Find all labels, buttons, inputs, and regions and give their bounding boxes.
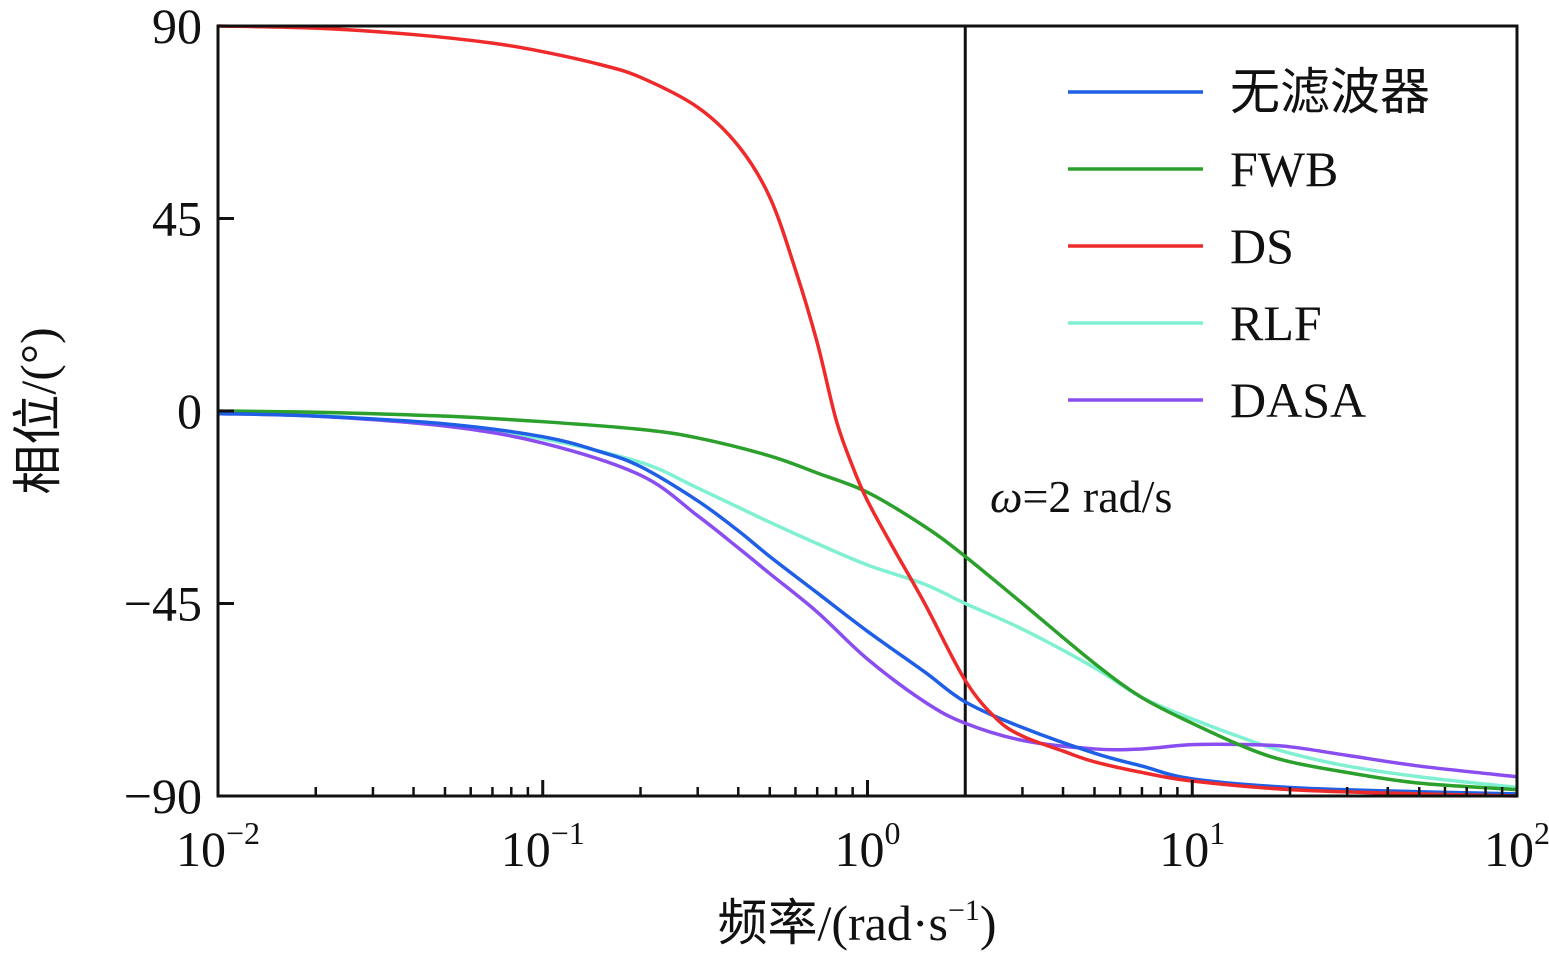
x-axis-label: 频率/(rad·s−1) (717, 894, 996, 951)
x-tick-exponent: 2 (1534, 815, 1549, 851)
tick-layer (216, 24, 1519, 798)
legend-label: 无滤波器 (1230, 64, 1430, 120)
series-layer (217, 24, 1518, 798)
x-tick-label: 100 (835, 815, 901, 877)
series-line (217, 411, 1518, 796)
x-tick-label: 10−1 (501, 815, 585, 877)
y-tick-label: 90 (152, 0, 202, 54)
legend: 无滤波器 FWB DS RLF DASA (1068, 64, 1430, 428)
y-tick-label: 45 (152, 191, 202, 247)
omega-symbol: ω (990, 471, 1022, 522)
x-axis-label-main: 频率/(rad·s (717, 895, 948, 951)
x-tick-base: 10 (1484, 821, 1534, 877)
x-tick-exponent: −1 (551, 815, 585, 851)
x-tick-base: 10 (501, 821, 551, 877)
y-tick-label: −45 (124, 576, 202, 632)
x-tick-base: 10 (176, 821, 226, 877)
series-line (217, 24, 1518, 798)
y-axis-label: 相位/(°) (10, 327, 66, 494)
series-line (217, 409, 1518, 792)
y-tick-label: 0 (177, 383, 202, 439)
series-line (217, 411, 1518, 779)
x-tick-exponent: 0 (885, 815, 901, 851)
x-axis-label-sup: −1 (948, 894, 980, 927)
legend-label: DS (1230, 218, 1294, 274)
vline-annotation: ω=2 rad/s (990, 471, 1172, 522)
y-tick-label: −90 (124, 768, 202, 824)
series-line (217, 410, 1518, 790)
x-tick-label: 10−2 (176, 815, 260, 877)
legend-label: DASA (1230, 372, 1366, 428)
x-tick-base: 10 (835, 821, 885, 877)
vline-annotation-text: =2 rad/s (1022, 471, 1172, 522)
legend-label: RLF (1230, 295, 1322, 351)
x-tick-exponent: −2 (226, 815, 260, 851)
x-tick-base: 10 (1159, 821, 1209, 877)
x-tick-label: 101 (1159, 815, 1225, 877)
x-tick-label: 102 (1484, 815, 1549, 877)
legend-label: FWB (1230, 141, 1338, 197)
x-axis-label-close: ) (980, 895, 997, 951)
x-tick-exponent: 1 (1209, 815, 1225, 851)
